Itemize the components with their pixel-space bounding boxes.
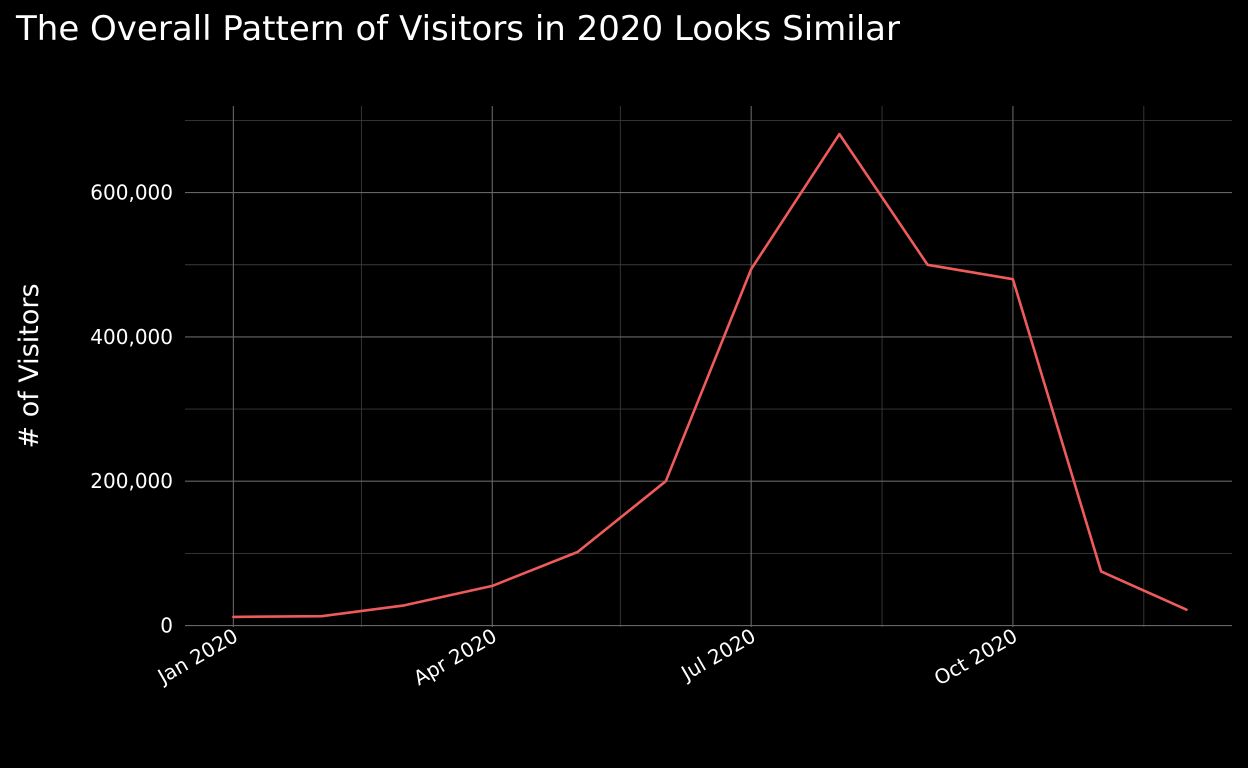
y-tick-label: 400,000 <box>90 325 173 349</box>
y-tick-label: 0 <box>160 614 173 638</box>
gridlines <box>185 106 1232 627</box>
series-line <box>232 132 1188 619</box>
y-axis-label: # of Visitors <box>14 283 45 448</box>
y-tick-label: 600,000 <box>90 181 173 205</box>
chart-title: The Overall Pattern of Visitors in 2020 … <box>15 9 900 49</box>
series-layer <box>232 132 1188 619</box>
y-tick-label: 200,000 <box>90 469 173 493</box>
